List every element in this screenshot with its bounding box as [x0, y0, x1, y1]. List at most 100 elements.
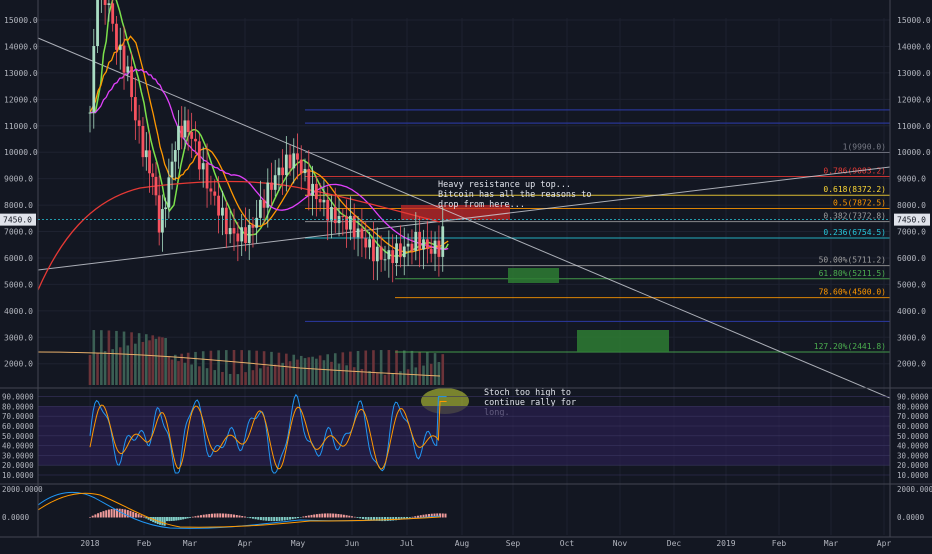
candle-body	[406, 243, 410, 247]
volume-bar	[92, 330, 96, 385]
time-tick: Feb	[137, 539, 152, 548]
macd-histogram-bar	[184, 517, 187, 519]
macd-histogram-bar	[400, 517, 403, 520]
macd-histogram-bar	[143, 516, 145, 518]
stoch-tick-right: 60.0000	[897, 422, 929, 431]
volume-bar	[111, 349, 114, 385]
price-tick-right: 6000.0	[897, 254, 926, 263]
time-tick: 2019	[716, 539, 735, 548]
stoch-tick-right: 10.0000	[897, 471, 929, 480]
volume-bar	[126, 345, 130, 385]
volume-bar	[414, 367, 418, 385]
volume-bar	[307, 357, 311, 385]
candle-body	[144, 150, 148, 158]
macd-histogram-bar	[406, 517, 408, 519]
volume-bar	[426, 352, 429, 385]
volume-bar	[402, 350, 406, 385]
macd-signal-line	[37, 492, 441, 528]
time-tick: Nov	[613, 539, 628, 548]
volume-ma-line	[37, 351, 441, 377]
macd-histogram-bar	[273, 517, 276, 522]
macd-histogram-bar	[310, 514, 313, 518]
macd-histogram-bar	[137, 514, 140, 518]
volume-bar	[292, 354, 296, 385]
macd-histogram-bar	[389, 517, 392, 521]
macd-histogram-bar	[134, 512, 137, 518]
macd-histogram-bar	[179, 517, 182, 520]
macd-histogram-bar	[270, 517, 273, 522]
ma-200-line	[37, 180, 441, 291]
macd-histogram-bar	[275, 517, 278, 522]
candle-body	[148, 150, 151, 174]
stoch-tick-right: 70.0000	[897, 412, 929, 421]
price-candles	[88, 0, 445, 283]
ascending-trendline	[37, 166, 891, 271]
macd-histogram-bar	[102, 511, 105, 518]
volume-bar	[148, 340, 151, 385]
macd-histogram-bar	[313, 514, 316, 518]
price-tick-left: 13000.0	[4, 69, 38, 78]
price-tick-left: 3000.0	[4, 333, 33, 342]
volume-bar	[221, 372, 224, 385]
macd-histogram-bar	[408, 517, 411, 518]
candle-body	[224, 207, 228, 235]
candle-body	[410, 243, 414, 251]
macd-histogram-bar	[370, 517, 373, 521]
volume-bar	[217, 350, 220, 385]
macd-histogram-bar	[172, 517, 175, 521]
fib-level-label: 127.20%(2441.8)	[814, 342, 886, 351]
macd-histogram-bar	[216, 513, 219, 518]
macd-histogram-bar	[378, 517, 381, 522]
fib-level-label: 0.382(7372.8)	[823, 212, 886, 221]
candle-body	[402, 246, 406, 258]
candle-body	[303, 168, 307, 174]
stoch-tick-right: 50.0000	[897, 432, 929, 441]
macd-histogram-bar	[307, 515, 310, 518]
macd-histogram-bar	[381, 517, 384, 522]
macd-histogram-bar	[395, 517, 397, 521]
stoch-tick-left: 80.0000	[2, 402, 34, 411]
candle-body	[341, 216, 345, 218]
candle-body	[437, 240, 441, 257]
price-tick-right: 8000.0	[897, 201, 926, 210]
candle-body	[399, 243, 402, 258]
volume-bar	[88, 355, 92, 385]
macd-histogram-bar	[222, 513, 224, 518]
candle-body	[167, 177, 171, 208]
stoch-tick-left: 10.0000	[2, 471, 34, 480]
volume-bar	[255, 350, 258, 385]
price-tick-right: 7000.0	[897, 228, 926, 237]
volume-bar	[368, 370, 371, 385]
ma-mid-line	[89, 35, 449, 253]
candle-body	[164, 207, 168, 210]
volume-bar	[270, 351, 273, 385]
macd-histogram-bar	[132, 511, 135, 518]
candle-body	[115, 23, 118, 50]
macd-histogram-bar	[403, 517, 406, 519]
macd-histogram-bar	[326, 513, 329, 518]
candle-body	[356, 228, 360, 238]
price-tick-right: 14000.0	[897, 42, 931, 51]
macd-histogram-bar	[105, 510, 108, 518]
macd-histogram-bar	[337, 514, 340, 518]
macd-histogram-bar	[227, 513, 230, 518]
macd-histogram-bar	[118, 508, 121, 518]
candle-body	[111, 3, 115, 24]
macd-histogram-bar	[356, 517, 359, 518]
stoch-d-line	[89, 401, 447, 470]
time-tick: Jun	[345, 539, 360, 548]
candle-body	[173, 150, 177, 162]
price-tick-left: 9000.0	[4, 175, 33, 184]
macd-histogram-bar	[97, 513, 100, 518]
candle-body	[107, 3, 111, 5]
candle-body	[441, 226, 445, 257]
candle-body	[141, 125, 145, 158]
macd-histogram-bar	[91, 515, 94, 518]
fib-level-label: 61.80%(5211.5)	[819, 269, 886, 278]
price-tick-right: 2000.0	[897, 360, 926, 369]
volume-bar	[318, 355, 322, 385]
candle-body	[296, 153, 299, 160]
volume-bar	[341, 352, 345, 385]
volume-bar	[273, 364, 277, 385]
